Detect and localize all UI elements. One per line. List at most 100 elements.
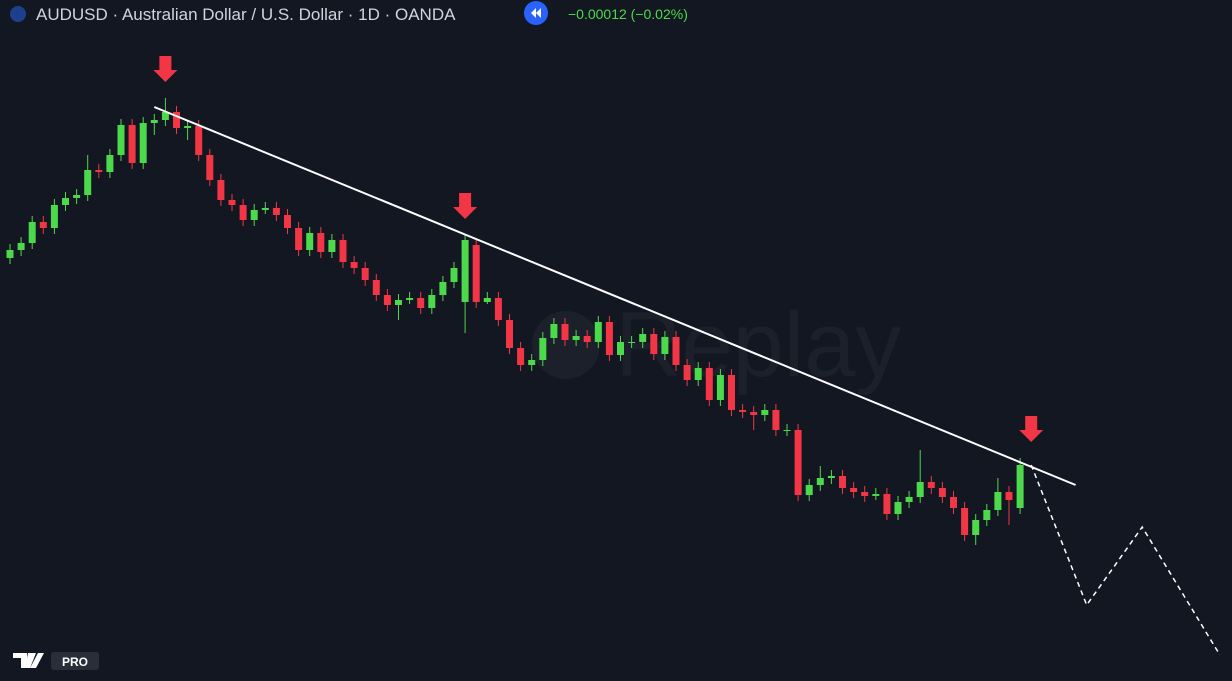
candle-body [195,126,203,155]
candle-body [506,320,513,348]
down-arrow [1019,416,1044,442]
candle-body [883,494,891,514]
candle-body [339,240,347,262]
candle-body [550,324,558,338]
badge-text: PRO [62,655,88,669]
watermark-logo [532,311,600,379]
candle-body [539,338,547,360]
candle-body [461,240,469,302]
candle-body [217,180,225,200]
candle-body [938,488,946,497]
candle-body [317,233,325,252]
candle-body [173,112,180,128]
candle-body [950,497,957,508]
candle-body [672,337,680,365]
candle-body [639,334,647,342]
candle-body [128,125,136,163]
flag-icon [10,6,26,22]
candle-body [872,494,880,496]
candle-body [439,282,447,295]
candle-body [350,262,358,268]
price-change: −0.00012 (−0.02%) [568,6,688,22]
candle-body [95,170,103,172]
down-arrow [153,56,178,82]
candle-body [395,300,402,305]
candle-body [528,360,536,365]
candle-body [783,430,791,431]
candle-body [261,208,269,210]
candle-body [517,348,525,365]
candle-body [827,476,835,478]
candle-body [62,198,69,205]
candle-body [406,298,414,300]
candle-body [750,412,758,415]
candle-body [594,322,602,342]
candle-body [73,195,81,198]
candle-body [417,298,425,308]
candle-body [117,125,125,155]
projection [1030,464,1221,656]
candle-body [6,250,14,258]
candle-body [106,155,114,172]
candle-body [694,368,702,380]
chart-title: AUDUSD · Australian Dollar / U.S. Dollar… [36,5,456,24]
candle-body [994,492,1002,510]
candle-body [328,240,336,252]
candle-body [683,365,691,380]
candle-body [284,215,291,228]
candle-body [983,510,991,520]
replay-icon [531,8,541,18]
candle-body [805,485,813,495]
candle-body [927,482,935,488]
candle-body [772,410,780,430]
candle-body [450,268,458,282]
candle-body [428,295,436,308]
candle-body [839,476,846,488]
candle-body [761,410,769,415]
candle-body [306,233,314,250]
candle-body [139,123,147,163]
candle-body [850,488,858,492]
candle-body [650,334,658,354]
candle-body [250,210,258,220]
candle-body [972,520,980,535]
candle-body [572,336,580,340]
candle-body [739,410,747,412]
candle-body [605,322,613,355]
candle-body [239,205,247,220]
candle-body [628,342,636,343]
candle-body [728,375,735,410]
candle-body [161,112,169,120]
tv-mark [13,653,44,668]
candle-body [1016,465,1024,508]
tv-logo: PRO [13,652,99,670]
candle-body [905,497,913,502]
candle-body [716,375,724,400]
candle-body [372,280,380,295]
candle-body [383,295,391,305]
candle-body [494,298,502,320]
candle-body [816,478,824,485]
candle-body [861,492,869,496]
candle-body [472,245,480,302]
candle-body [50,205,58,228]
trendline [153,106,1076,486]
candle-body [39,222,47,228]
candle-body [705,368,713,400]
down-arrow [453,193,478,219]
candle-body [228,200,236,205]
watermark: Replay [615,294,901,396]
candle-body [84,170,92,195]
badge [51,652,99,670]
candle-body [361,268,369,280]
candle-body [794,430,802,495]
candle-body [961,508,969,535]
candle-body [1005,492,1013,500]
candle-body [583,336,591,342]
candle-body [894,502,902,514]
candle-body [916,482,924,497]
candle-body [150,120,158,123]
candle-body [295,228,303,250]
